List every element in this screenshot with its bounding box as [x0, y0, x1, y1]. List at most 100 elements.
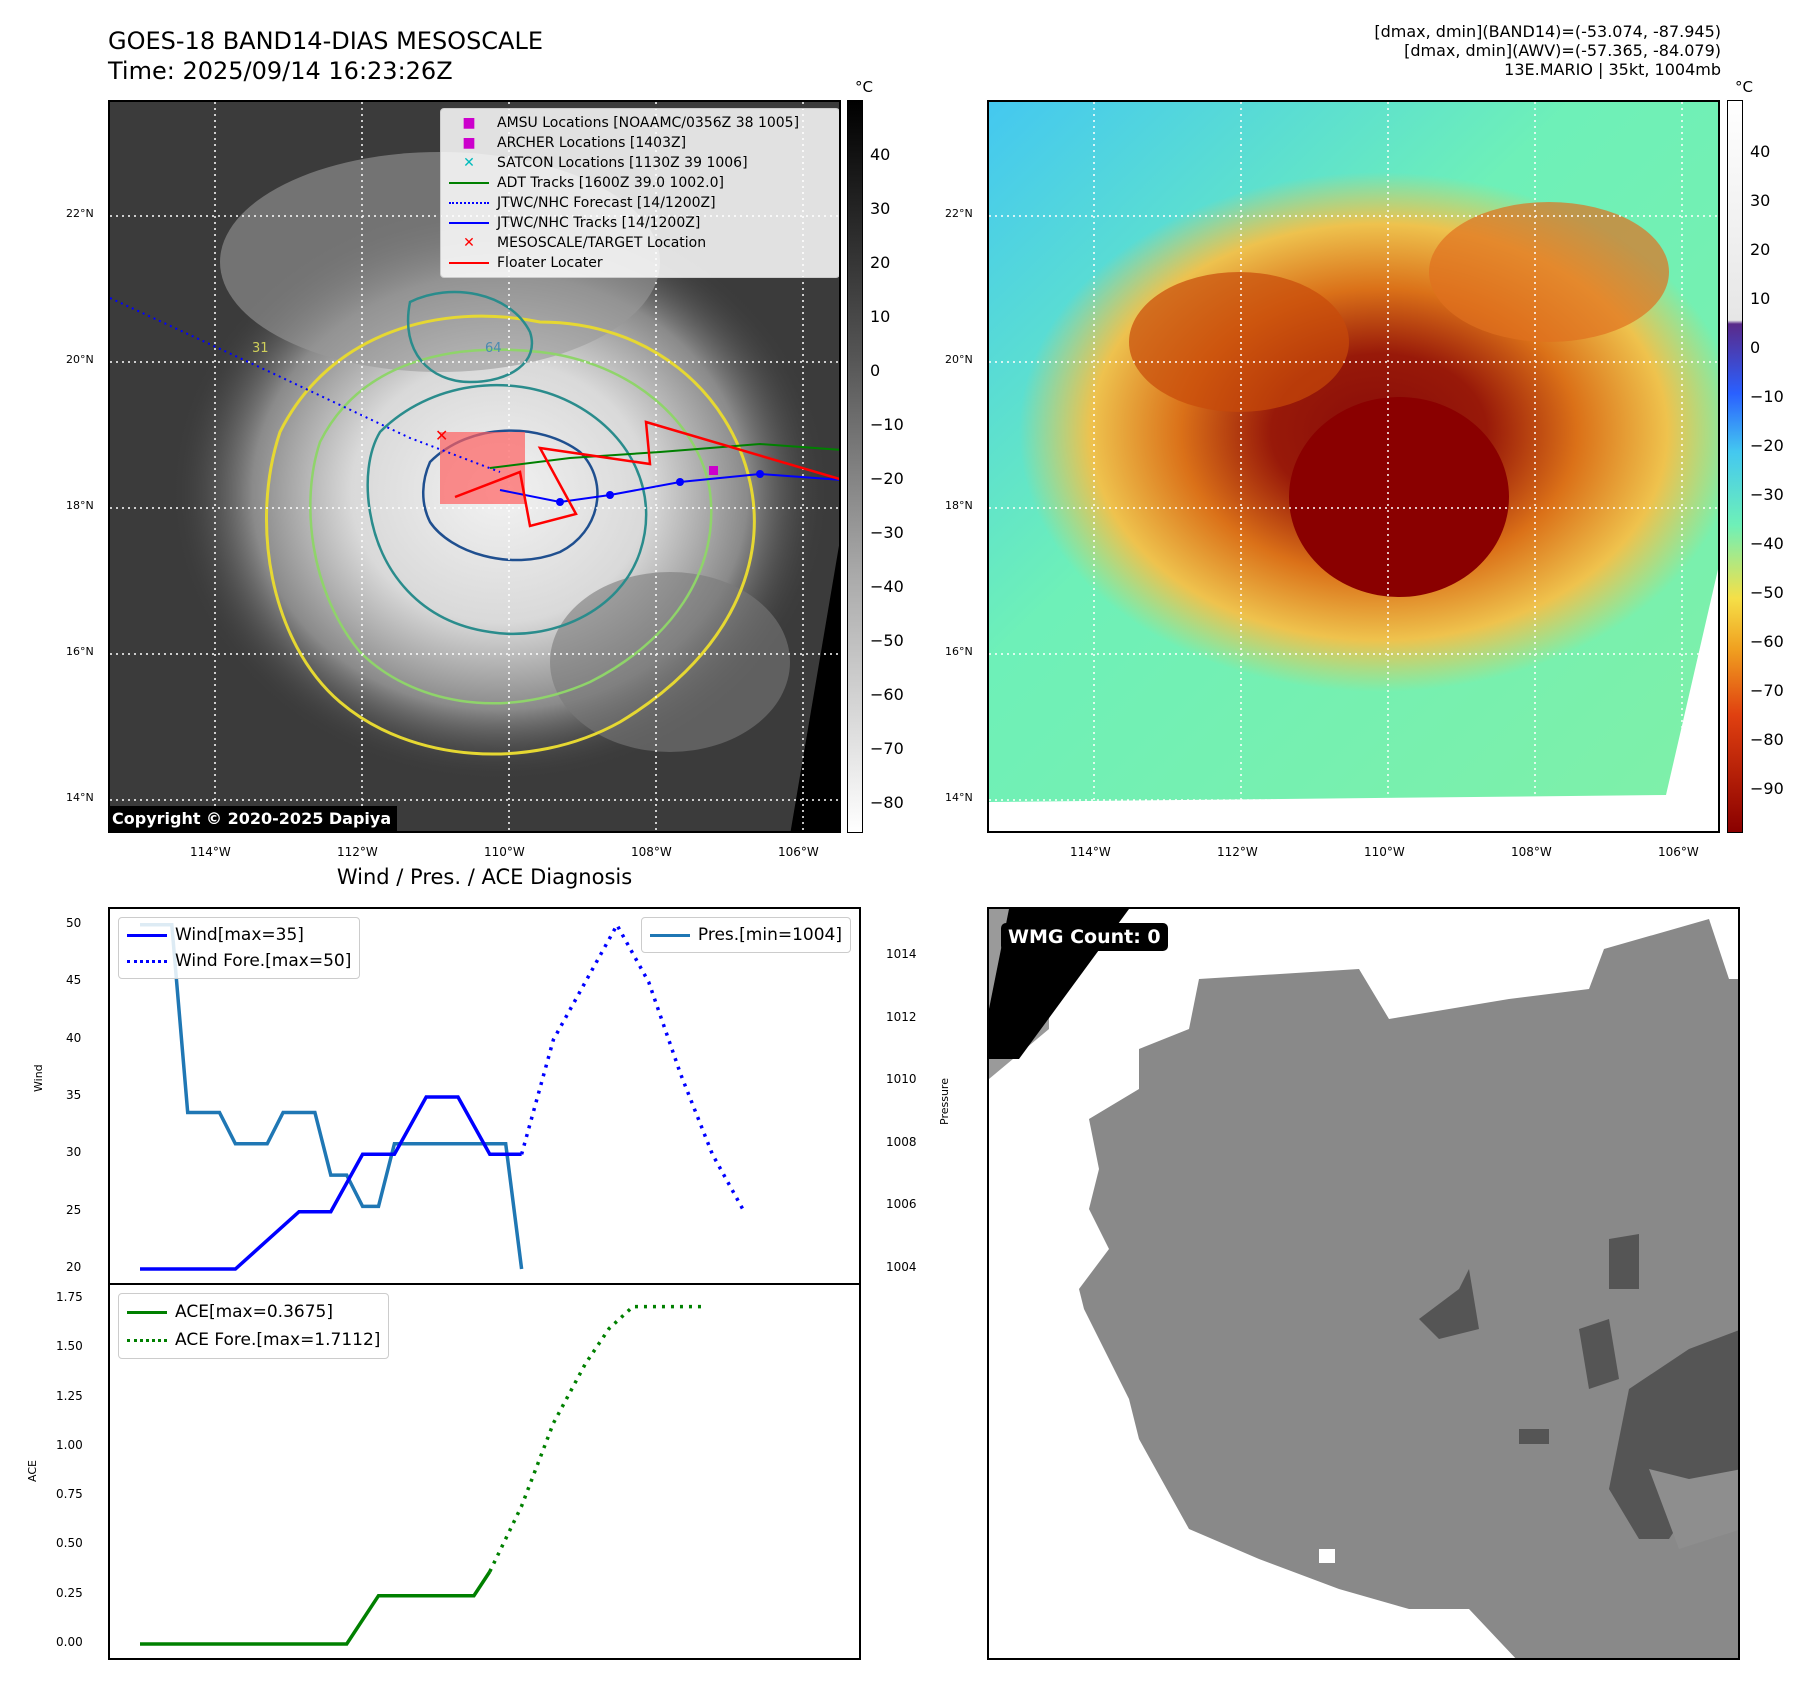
awv-colorbar-unit: °C — [1735, 78, 1753, 96]
legend-entry-forecast: JTWC/NHC Forecast [14/1200Z] — [449, 193, 831, 213]
awv-panel — [987, 100, 1720, 833]
pressure-y-tick-label: 1008 — [886, 1134, 917, 1149]
contour-label-64: 64 — [485, 341, 502, 356]
legend-entry-floater: Floater Locater — [449, 253, 831, 273]
colorbar-tick-label: −70 — [1750, 681, 1784, 700]
legend-entry-target: ✕ MESOSCALE/TARGET Location — [463, 235, 707, 251]
colorbar-tick-label: 40 — [870, 145, 891, 164]
satellite-ir-panel: 31 64 ✕ ■ AMSU — [108, 100, 841, 833]
target-x-marker: ✕ — [435, 426, 448, 445]
colorbar-tick-label: −10 — [870, 415, 904, 434]
wind-y-tick-label: 40 — [66, 1030, 82, 1045]
colorbar-tick-label: −60 — [1750, 632, 1784, 651]
lon-tick-label: 110°W — [1364, 845, 1405, 859]
legend-entry-wind: Wind[max=35] — [127, 922, 351, 948]
ace-axis-label: ACE — [26, 1460, 39, 1482]
wmg-image — [989, 909, 1738, 1658]
wind-pressure-chart: Wind[max=35] Wind Fore.[max=50] Pres.[mi… — [108, 907, 861, 1285]
ace-y-tick-label: 0.50 — [56, 1536, 83, 1551]
legend-entry-satcon: ✕ SATCON Locations [1130Z 39 1006] — [463, 155, 748, 171]
awv-image — [989, 102, 1718, 831]
wind-series-line — [140, 1095, 522, 1271]
legend-entry-amsu: ■ AMSU Locations [NOAAMC/0356Z 38 1005] — [462, 115, 800, 131]
wind-y-tick-label: 20 — [66, 1260, 82, 1274]
ace-y-tick-label: 1.75 — [56, 1290, 83, 1304]
lat-tick-label: 18°N — [945, 499, 973, 512]
lat-tick-label: 16°N — [66, 645, 94, 658]
ace-y-tick-label: 0.75 — [56, 1487, 83, 1502]
wind-axis-label: Wind — [32, 1064, 45, 1092]
ace-y-tick-label: 1.50 — [56, 1339, 83, 1354]
satellite-colorbar-unit: °C — [855, 78, 873, 96]
lat-tick-label: 16°N — [945, 645, 973, 658]
colorbar-tick-label: −20 — [1750, 436, 1784, 455]
colorbar-tick-label: −70 — [870, 739, 904, 758]
copyright-label: Copyright © 2020-2025 Dapiya — [110, 806, 398, 831]
lon-tick-label: 106°W — [778, 845, 819, 859]
storm-info: [dmax, dmin](BAND14)=(-53.074, -87.945) … — [1374, 22, 1721, 79]
contour-yellow — [265, 314, 756, 756]
pressure-y-tick-label: 1004 — [886, 1260, 917, 1274]
colorbar-tick-label: −60 — [870, 685, 904, 704]
amsu-marker — [709, 466, 718, 475]
colorbar-tick-label: 20 — [870, 253, 891, 272]
lat-tick-label: 22°N — [66, 207, 94, 220]
adt-track — [489, 442, 839, 469]
wmg-panel: WMG Count: 0 — [987, 907, 1740, 1660]
lat-tick-label: 14°N — [945, 791, 973, 804]
title-line-2: Time: 2025/09/14 16:23:26Z — [108, 57, 453, 85]
colorbar-tick-label: 0 — [870, 361, 881, 380]
satellite-colorbar — [847, 100, 863, 833]
ace-y-tick-label: 1.25 — [56, 1388, 83, 1403]
legend-entry-ace: ACE[max=0.3675] — [127, 1298, 380, 1326]
diagnosis-title: Wind / Pres. / ACE Diagnosis — [336, 865, 633, 889]
lon-tick-label: 106°W — [1658, 845, 1699, 859]
wind-pressure-plot — [140, 921, 746, 1271]
ace-forecast-series-line — [488, 1304, 705, 1573]
wind-y-tick-label: 30 — [66, 1145, 82, 1160]
colorbar-tick-label: −20 — [870, 469, 904, 488]
colorbar-tick-label: −80 — [1750, 730, 1784, 749]
wind-y-tick-label: 35 — [66, 1088, 82, 1102]
awv-graticule — [989, 102, 1718, 831]
info-line-1: [dmax, dmin](BAND14)=(-53.074, -87.945) — [1374, 22, 1721, 41]
colorbar-tick-label: 20 — [1750, 240, 1771, 259]
colorbar-tick-label: −30 — [870, 523, 904, 542]
colorbar-tick-label: −30 — [1750, 485, 1784, 504]
legend-entry-jtwc: JTWC/NHC Tracks [14/1200Z] — [449, 213, 831, 233]
ace-chart: ACE[max=0.3675] ACE Fore.[max=1.7112] — [108, 1283, 861, 1660]
legend-entry-wind-forecast: Wind Fore.[max=50] — [127, 948, 351, 974]
contour-label-31: 31 — [252, 341, 269, 356]
colorbar-tick-label: 30 — [870, 199, 891, 218]
lat-tick-label: 14°N — [66, 791, 94, 804]
lat-tick-label: 20°N — [945, 353, 973, 366]
colorbar-tick-label: 40 — [1750, 142, 1771, 161]
colorbar-tick-label: −90 — [1750, 779, 1784, 798]
forecast-track — [110, 297, 501, 473]
colorbar-tick-label: 0 — [1750, 338, 1761, 357]
wind-y-tick-label: 50 — [66, 916, 82, 930]
lon-tick-label: 108°W — [1511, 845, 1552, 859]
ace-y-tick-label: 0.25 — [56, 1585, 83, 1600]
floater-locator — [454, 420, 839, 528]
colorbar-tick-label: −50 — [1750, 583, 1784, 602]
lon-tick-label: 112°W — [1217, 845, 1258, 859]
legend-entry-ace-forecast: ACE Fore.[max=1.7112] — [127, 1326, 380, 1354]
lon-tick-label: 112°W — [337, 845, 378, 859]
legend-entry-adt: ADT Tracks [1600Z 39.0 1002.0] — [449, 173, 831, 193]
wind-legend: Wind[max=35] Wind Fore.[max=50] — [118, 917, 361, 979]
colorbar-tick-label: −40 — [1750, 534, 1784, 553]
satellite-legend: ■ AMSU Locations [NOAAMC/0356Z 38 1005] ■… — [440, 108, 839, 278]
wind-forecast-series-line — [519, 921, 746, 1213]
lat-tick-label: 22°N — [945, 207, 973, 220]
ace-plot — [140, 1304, 705, 1646]
colorbar-tick-label: 10 — [870, 307, 891, 326]
pressure-y-tick-label: 1012 — [886, 1009, 917, 1024]
figure-title: GOES-18 BAND14-DIAS MESOSCALE Time: 2025… — [108, 26, 543, 86]
lon-tick-label: 114°W — [1070, 845, 1111, 859]
colorbar-tick-label: 10 — [1750, 289, 1771, 308]
pressure-y-tick-label: 1006 — [886, 1197, 917, 1212]
pressure-legend: Pres.[min=1004] — [640, 917, 851, 953]
lon-tick-label: 114°W — [190, 845, 231, 859]
jtwc-track — [499, 472, 839, 504]
